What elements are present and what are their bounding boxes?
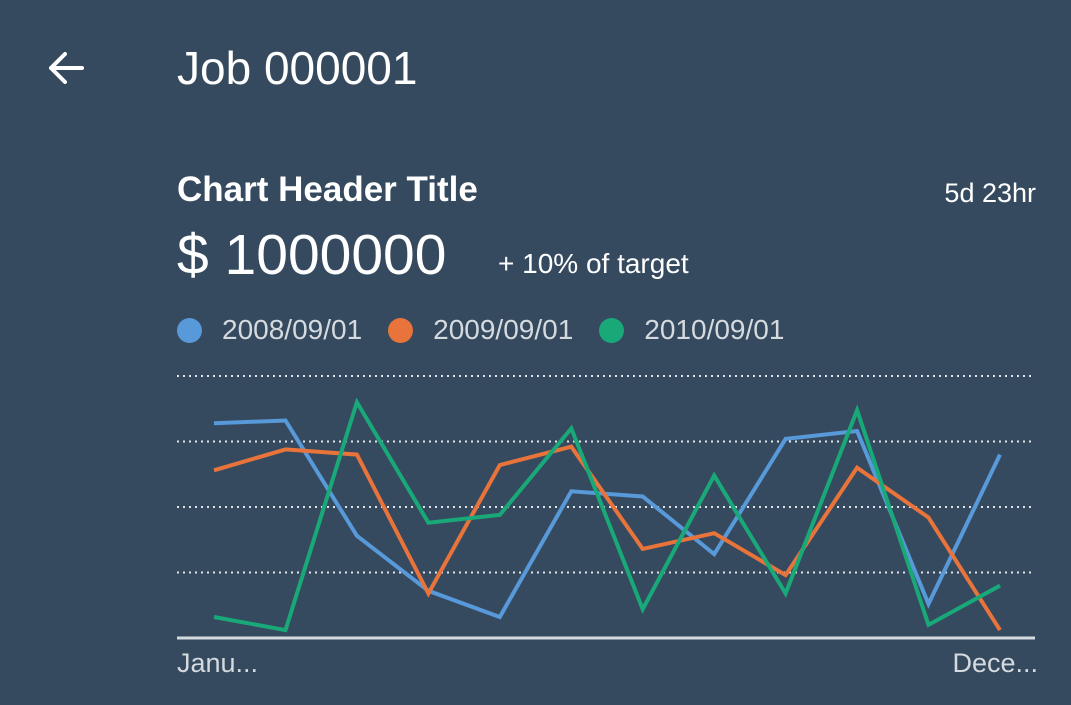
page-title: Job 000001: [177, 42, 418, 94]
legend-label: 2008/09/01: [222, 314, 363, 345]
back-button[interactable]: [34, 40, 98, 100]
legend-label: 2009/09/01: [433, 314, 574, 345]
legend-item-series-3[interactable]: 2010/09/01: [599, 314, 784, 346]
arrow-left-icon: [44, 46, 88, 95]
series-line-1[interactable]: [213, 418, 1002, 620]
x-axis-start-label: Janu...: [177, 648, 259, 678]
series-line-2[interactable]: [213, 444, 1002, 632]
legend-marker: [599, 317, 625, 343]
timestamp: 5d 23hr: [944, 178, 1036, 208]
chart-header-title: Chart Header Title: [177, 170, 478, 209]
legend-marker: [388, 317, 414, 343]
kpi-value: $ 1000000: [177, 223, 447, 287]
legend-label: 2010/09/01: [644, 314, 785, 345]
series-line-3[interactable]: [213, 397, 1001, 633]
legend-item-series-2[interactable]: 2009/09/01: [388, 314, 573, 346]
chart-legend: 2008/09/01 2009/09/01 2010/09/01: [177, 310, 784, 350]
legend-item-series-1[interactable]: 2008/09/01: [177, 314, 362, 346]
x-axis-end-label: Dece...: [952, 648, 1038, 678]
legend-marker: [177, 317, 202, 343]
kpi-delta: + 10% of target: [498, 248, 689, 279]
